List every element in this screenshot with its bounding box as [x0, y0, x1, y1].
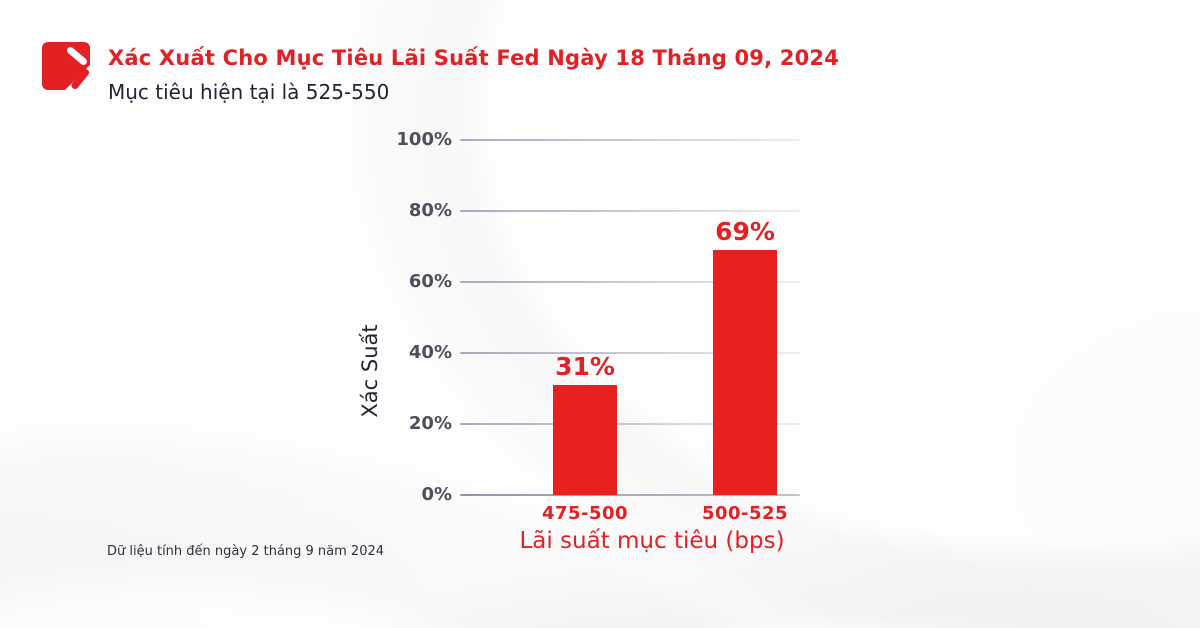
- gridline: [460, 352, 800, 354]
- y-tick-label: 80%: [408, 200, 452, 221]
- x-axis-line: [460, 494, 800, 496]
- gridline: [460, 139, 800, 141]
- y-tick-label: 100%: [396, 129, 452, 150]
- bar-value-label: 31%: [555, 351, 615, 381]
- x-axis-title: Lãi suất mục tiêu (bps): [519, 528, 785, 554]
- y-tick-label: 60%: [408, 271, 452, 292]
- bar-value-label: 69%: [715, 217, 775, 247]
- brand-logo-icon: [42, 42, 90, 90]
- bar-500-525: [713, 250, 777, 495]
- y-tick-label: 40%: [408, 342, 452, 363]
- chart-subtitle: Mục tiêu hiện tại là 525-550: [108, 80, 390, 104]
- gridline: [460, 281, 800, 283]
- brand-logo-svg: [42, 42, 90, 90]
- bar-475-500: [553, 384, 617, 495]
- y-tick-label: 0%: [421, 484, 452, 505]
- data-as-of-note: Dữ liệu tính đến ngày 2 tháng 9 năm 2024: [107, 544, 385, 559]
- chart-title: Xác Xuất Cho Mục Tiêu Lãi Suất Fed Ngày …: [108, 46, 840, 70]
- x-tick-label: 475-500: [541, 503, 629, 524]
- gridline: [460, 210, 800, 212]
- y-tick-label: 20%: [408, 413, 452, 434]
- gridline: [460, 423, 800, 425]
- x-tick-label: 500-525: [701, 503, 789, 524]
